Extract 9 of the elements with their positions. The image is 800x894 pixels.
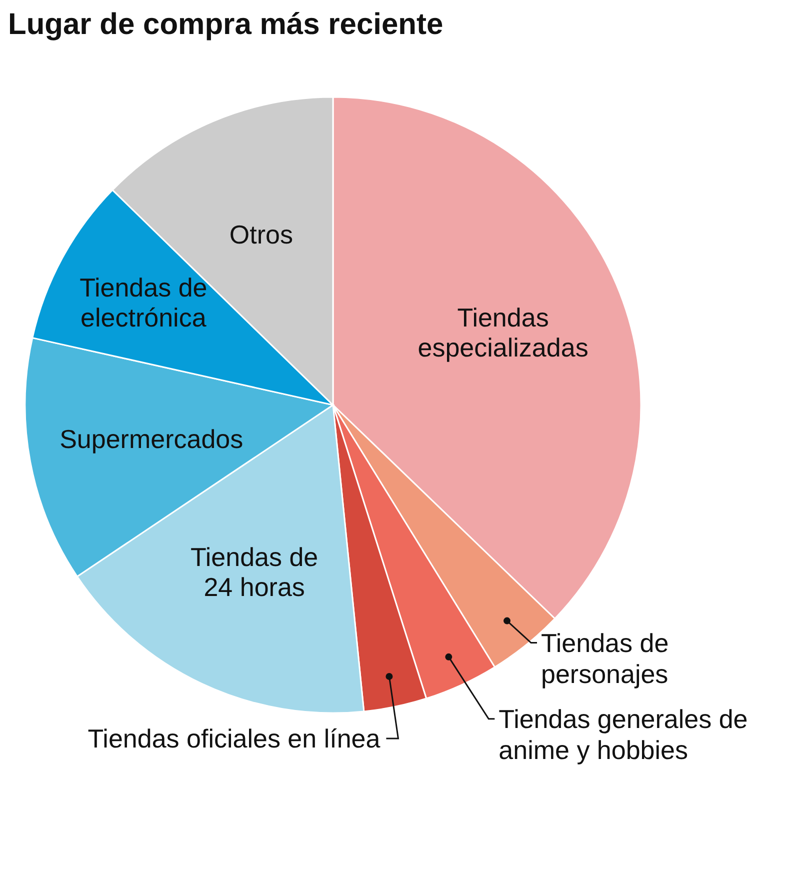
slice-label: Supermercados xyxy=(60,424,244,454)
slice-label: Tiendas oficiales en línea xyxy=(88,723,381,754)
slice-label: Tiendas especializadas xyxy=(418,302,588,363)
chart-title: Lugar de compra más reciente xyxy=(8,8,444,42)
slice-label: Tiendas generales de anime y hobbies xyxy=(498,704,748,765)
slice-label: Otros xyxy=(229,220,293,250)
slice-label: Tiendas de personajes xyxy=(540,628,669,689)
slice-label: Tiendas de 24 horas xyxy=(190,542,318,602)
slice-label: Tiendas de electrónica xyxy=(80,272,208,332)
